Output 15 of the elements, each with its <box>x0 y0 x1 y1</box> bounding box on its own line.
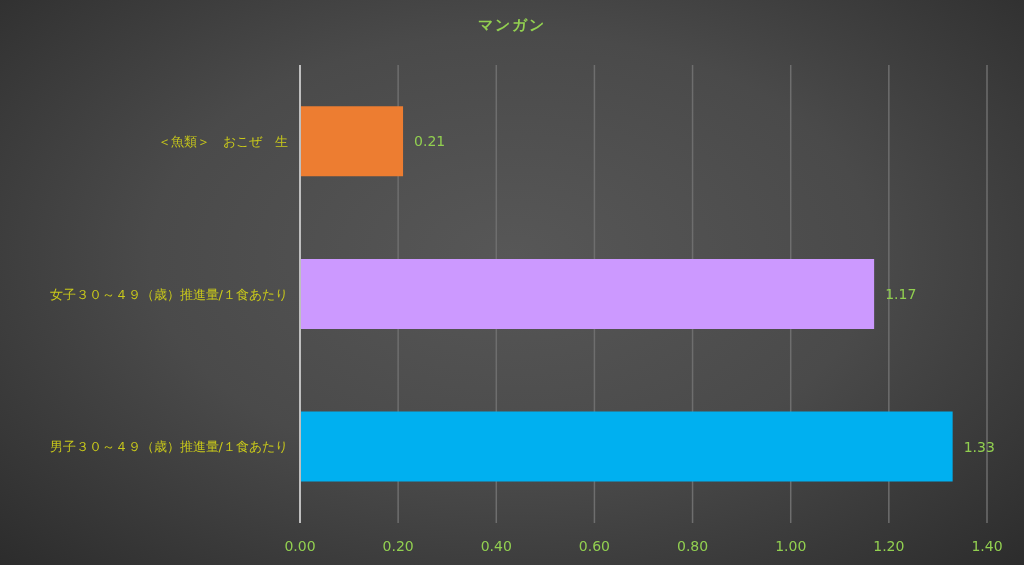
data-label: 0.21 <box>414 133 446 150</box>
x-tick-label: 0.20 <box>382 537 414 554</box>
x-tick-label: 0.40 <box>480 537 512 554</box>
y-tick-label: ＜魚類＞ おこぜ 生 <box>158 133 288 149</box>
chart-title: マンガン <box>477 16 547 35</box>
data-label: 1.17 <box>885 285 917 302</box>
y-tick-label: 男子３０～４９（歳）推進量/１食あたり <box>49 439 288 455</box>
x-tick-label: 1.20 <box>873 537 905 554</box>
data-label: 1.33 <box>963 438 995 455</box>
x-tick-label: 1.40 <box>971 537 1003 554</box>
x-tick-label: 0.00 <box>284 537 316 554</box>
x-tick-label: 0.80 <box>676 537 709 554</box>
y-tick-label: 女子３０～４９（歳）推進量/１食あたり <box>49 286 288 302</box>
x-tick-label: 1.00 <box>775 537 807 554</box>
x-tick-label: 0.60 <box>578 537 611 554</box>
